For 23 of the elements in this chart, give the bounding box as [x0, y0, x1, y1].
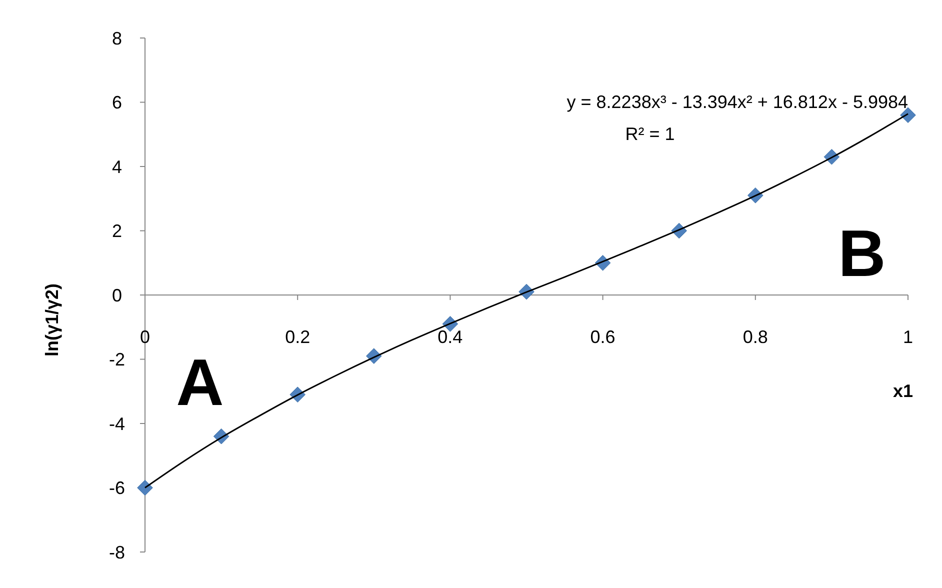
annotation: B: [838, 216, 886, 290]
x-tick-label: 0.8: [742, 327, 768, 347]
y-axis-title: ln(γ1/γ2): [42, 283, 62, 357]
x-tick-label: 1: [902, 327, 914, 347]
y-tick-label: 2: [112, 221, 122, 242]
y-tick-label: 6: [112, 92, 122, 113]
y-tick-label: -8: [108, 542, 126, 562]
annotation: R² = 1: [625, 124, 675, 144]
x-tick-label: 0.2: [285, 327, 310, 347]
x-tick-label: 0.4: [438, 327, 463, 347]
y-tick-label: 0: [112, 285, 122, 306]
x-tick-label: 0: [140, 327, 150, 347]
annotation: y = 8.2238x³ - 13.394x² + 16.812x - 5.9984: [566, 92, 908, 112]
y-tick-label: 8: [112, 28, 122, 48]
y-tick-label: -6: [108, 478, 126, 498]
y-tick-label: 4: [112, 156, 122, 177]
annotation: A: [176, 345, 224, 419]
x-axis-title: x1: [892, 381, 914, 401]
point: [900, 107, 916, 124]
x-tick-label: 0.6: [590, 327, 616, 347]
point: [137, 480, 153, 496]
y-tick-label: -2: [108, 350, 126, 370]
y-tick-label: -4: [108, 414, 126, 434]
